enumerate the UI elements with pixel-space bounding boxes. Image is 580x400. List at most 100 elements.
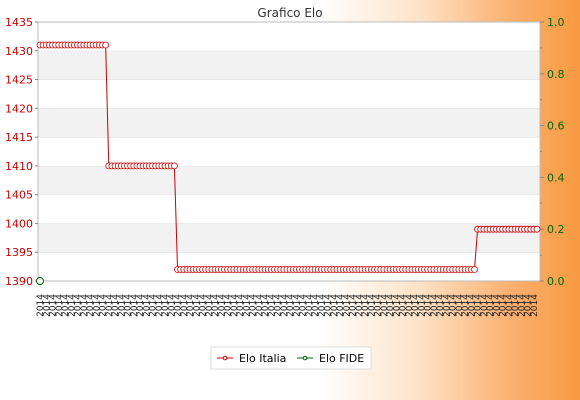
x-tick-label: 2014 [186,294,196,317]
series-elo-italia [36,41,541,273]
x-tick-label: 2014 [324,294,334,317]
x-tick-label: 2014 [286,294,296,317]
legend-label: Elo FIDE [319,352,364,365]
grid-bands [38,21,540,281]
x-tick-label: 2014 [436,294,446,317]
x-tick-label: 2014 [55,294,65,317]
right-y-tick-label: 0.4 [547,171,565,184]
left-y-tick-label: 1420 [5,102,33,115]
x-tick-label: 2014 [99,294,109,317]
x-tick-label: 2014 [424,294,434,317]
x-tick-label: 2014 [142,294,152,317]
x-tick-label: 2014 [61,294,71,317]
left-y-tick-label: 1430 [5,45,33,58]
elo-italia-point [102,41,110,49]
left-y-tick-label: 1400 [5,217,33,230]
x-tick-label: 2014 [336,294,346,317]
x-tick-label: 2014 [492,294,502,317]
x-tick-label: 2014 [317,294,327,317]
x-tick-label: 2014 [224,294,234,317]
x-tick-label: 2014 [299,294,309,317]
x-tick-label: 2014 [249,294,259,317]
x-tick-label: 2014 [49,294,59,317]
x-tick-label: 2014 [486,294,496,317]
left-y-tick-label: 1405 [5,189,33,202]
x-tick-label: 2014 [67,294,77,317]
x-tick-label: 2014 [130,294,140,317]
x-tick-label: 2014 [455,294,465,317]
x-tick-label: 2014 [461,294,471,317]
x-tick-label: 2014 [230,294,240,317]
x-tick-label: 2014 [399,294,409,317]
x-tick-label: 2014 [499,294,509,317]
x-tick-label: 2014 [267,294,277,317]
x-tick-label: 2014 [355,294,365,317]
elo-italia-point [533,225,541,233]
x-tick-label: 2014 [392,294,402,317]
grid-band [38,223,540,253]
x-tick-label: 2014 [242,294,252,317]
x-tick-label: 2014 [205,294,215,317]
x-tick-label: 2014 [155,294,165,317]
x-tick-label: 2014 [342,294,352,317]
x-tick-label: 2014 [180,294,190,317]
right-y-tick-label: 0.8 [547,68,565,81]
left-y-tick-label: 1425 [5,74,33,87]
x-tick-label: 2014 [74,294,84,317]
x-tick-label: 2014 [511,294,521,317]
x-tick-label: 2014 [261,294,271,317]
x-tick-label: 2014 [42,294,52,317]
x-tick-label: 2014 [305,294,315,317]
right-y-tick-label: 0.6 [547,120,565,133]
x-tick-label: 2014 [86,294,96,317]
x-tick-label: 2014 [167,294,177,317]
x-tick-label: 2014 [117,294,127,317]
x-tick-label: 2014 [192,294,202,317]
x-tick-label: 2014 [292,294,302,317]
grid-band [38,137,540,166]
x-tick-label: 2014 [124,294,134,317]
grid-band [38,194,540,224]
x-tick-label: 2014 [36,294,46,317]
grid-band [38,79,540,109]
x-tick-label: 2014 [467,294,477,317]
left-y-tick-label: 1435 [5,16,33,29]
x-tick-label: 2014 [386,294,396,317]
x-tick-label: 2014 [274,294,284,317]
x-tick-label: 2014 [211,294,221,317]
x-tick-label: 2014 [174,294,184,317]
x-tick-label: 2014 [449,294,459,317]
x-tick-label: 2014 [411,294,421,317]
x-tick-label: 2014 [361,294,371,317]
x-tick-label: 2014 [517,294,527,317]
legend-marker [302,355,308,361]
x-tick-label: 2014 [161,294,171,317]
left-y-tick-label: 1395 [5,246,33,259]
x-tick-label: 2014 [199,294,209,317]
x-tick-label: 2014 [367,294,377,317]
grid-band [38,108,540,138]
x-tick-label: 2014 [480,294,490,317]
right-y-tick-label: 0.0 [547,275,565,288]
right-y-tick-label: 0.2 [547,223,565,236]
x-tick-label: 2014 [405,294,415,317]
grid-band [38,50,540,80]
x-tick-label: 2014 [92,294,102,317]
x-tick-label: 2014 [442,294,452,317]
x-tick-label: 2014 [380,294,390,317]
grid-band [38,165,540,195]
left-y-tick-label: 1410 [5,160,33,173]
x-tick-label: 2014 [311,294,321,317]
x-tick-label: 2014 [136,294,146,317]
right-y-axis: 0.0 0.2 0.4 0.6 0.8 1.0 [540,16,565,288]
series-elo-fide [36,277,44,285]
x-tick-label: 2014 [417,294,427,317]
x-tick-label: 2014 [430,294,440,317]
x-tick-label: 2014 [474,294,484,317]
elo-italia-point [471,266,478,273]
x-axis-tick-labels: 2014201420142014201420142014201420142014… [36,294,540,317]
grid-band [38,22,540,51]
elo-fide-point [36,277,44,285]
legend-label: Elo Italia [239,352,286,365]
